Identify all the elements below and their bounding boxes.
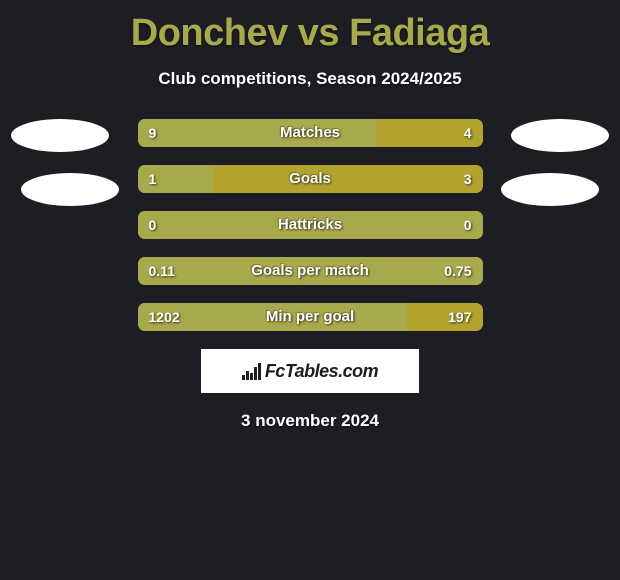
player2-avatar-placeholder-1 (511, 119, 609, 152)
stat-label: Goals per match (138, 257, 483, 285)
stat-label: Goals (138, 165, 483, 193)
stat-row: 9Matches4 (138, 119, 483, 147)
bar-chart-icon (242, 362, 261, 380)
stat-value-right: 197 (448, 303, 471, 331)
logo-text: FcTables.com (265, 361, 378, 382)
stat-label: Matches (138, 119, 483, 147)
stat-label: Min per goal (138, 303, 483, 331)
page-title: Donchev vs Fadiaga (0, 0, 620, 55)
stat-row: 0.11Goals per match0.75 (138, 257, 483, 285)
player1-avatar-placeholder-2 (21, 173, 119, 206)
stat-row: 1202Min per goal197 (138, 303, 483, 331)
subtitle: Club competitions, Season 2024/2025 (0, 69, 620, 89)
stat-value-right: 4 (464, 119, 472, 147)
player2-avatar-placeholder-2 (501, 173, 599, 206)
stat-label: Hattricks (138, 211, 483, 239)
stat-value-right: 0 (464, 211, 472, 239)
date-label: 3 november 2024 (0, 411, 620, 431)
stat-row: 1Goals3 (138, 165, 483, 193)
stat-bars: 9Matches4 1Goals3 0Hattricks0 0.11Goals per… (138, 119, 483, 331)
stat-value-right: 3 (464, 165, 472, 193)
stat-row: 0Hattricks0 (138, 211, 483, 239)
comparison-content: 9Matches4 1Goals3 0Hattricks0 0.11Goals per… (0, 119, 620, 331)
player1-avatar-placeholder-1 (11, 119, 109, 152)
stat-value-right: 0.75 (444, 257, 471, 285)
fctables-logo: FcTables.com (201, 349, 419, 393)
